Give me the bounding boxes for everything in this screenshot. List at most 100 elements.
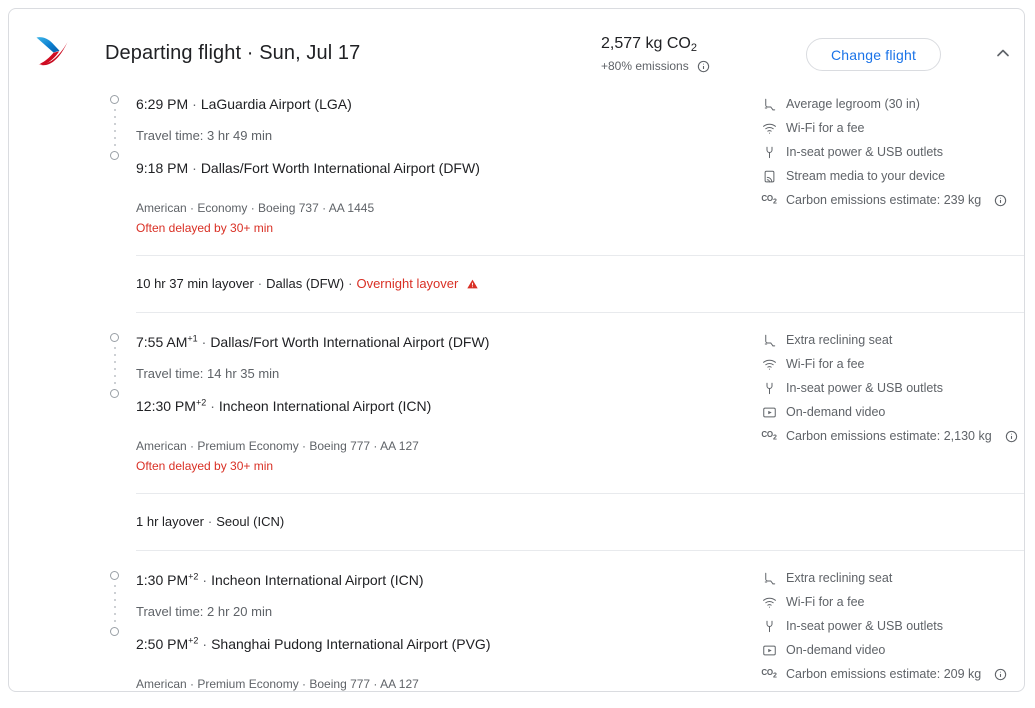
arrival-row: 9:18 PM · Dallas/Fort Worth International … xyxy=(136,158,480,178)
amenity-item: Extra reclining seat xyxy=(761,566,1024,590)
separator: · xyxy=(210,398,215,414)
amenity-item: On-demand video xyxy=(761,400,1024,424)
flight-segment: 6:29 PM · LaGuardia Airport (LGA) Travel ti… xyxy=(9,87,1024,257)
segment-details: 6:29 PM · LaGuardia Airport (LGA) Travel ti… xyxy=(9,87,649,257)
amenity-item: Extra reclining seat xyxy=(761,328,1024,352)
layover-warning: Overnight layover xyxy=(356,276,459,291)
departing-flight-card: Departing flight · Sun, Jul 17 2,577 kg … xyxy=(8,8,1025,692)
arrival-time: 9:18 PM xyxy=(136,160,189,176)
power-outlet-icon xyxy=(761,618,777,634)
amenity-label: Wi-Fi for a fee xyxy=(786,357,865,371)
warning-triangle-icon xyxy=(466,278,479,290)
amenity-item: In-seat power & USB outlets xyxy=(761,140,1024,164)
amenity-item: Stream media to your device xyxy=(761,164,1024,188)
arrival-row: 12:30 PM+2 · Incheon International Airport… xyxy=(136,396,431,416)
amenity-label: On-demand video xyxy=(786,643,886,657)
separator: · xyxy=(192,160,197,176)
timeline-arrival-marker xyxy=(110,151,119,160)
emissions-total-text: 2,577 kg CO xyxy=(601,35,691,52)
amenity-label: Wi-Fi for a fee xyxy=(786,121,865,135)
delay-warning: Often delayed by 30+ min xyxy=(136,221,274,235)
travel-time: Travel time: 3 hr 49 min xyxy=(136,128,273,143)
amenity-label: In-seat power & USB outlets xyxy=(786,381,944,395)
co2-icon: CO2 xyxy=(761,668,777,680)
wifi-icon xyxy=(761,594,777,610)
layover-row: 10 hr 37 min layover · Dallas (DFW) · Overni… xyxy=(9,255,1024,313)
delay-warning: Often delayed by 30+ min xyxy=(136,459,274,473)
layover-divider-top xyxy=(136,255,1024,256)
layover-divider-top xyxy=(136,493,1024,494)
layover-duration: 10 hr 37 min layover xyxy=(136,276,254,291)
amenity-item: Average legroom (30 in) xyxy=(761,92,1024,116)
collapse-toggle-button[interactable] xyxy=(987,39,1019,71)
info-icon[interactable] xyxy=(994,194,1007,207)
layover-airport: Dallas (DFW) xyxy=(266,276,345,291)
day-offset: +2 xyxy=(188,571,199,582)
timeline-connector xyxy=(110,342,119,389)
power-outlet-icon xyxy=(761,144,777,160)
separator: · xyxy=(207,514,213,529)
separator: · xyxy=(201,334,207,350)
day-offset: +1 xyxy=(187,333,198,344)
travel-time: Travel time: 2 hr 20 min xyxy=(136,604,273,619)
info-icon[interactable] xyxy=(994,668,1007,681)
page-title: Departing flight · Sun, Jul 17 xyxy=(105,42,361,64)
amenity-item: On-demand video xyxy=(761,638,1024,662)
amenity-item: CO2 Carbon emissions estimate: 209 kg xyxy=(761,662,1024,686)
amenity-label: In-seat power & USB outlets xyxy=(786,145,944,159)
departure-row: 1:30 PM+2 · Incheon International Airport … xyxy=(136,570,424,590)
segment-amenities: Extra reclining seat Wi-Fi for a fee In-se… xyxy=(761,566,1024,686)
arrival-time: 12:30 PM+2 xyxy=(136,397,207,414)
layover-divider-bottom xyxy=(136,312,1024,313)
arrival-airport: Incheon International Airport (ICN) xyxy=(218,398,432,414)
layover-airport: Seoul (ICN) xyxy=(216,514,285,529)
timeline-connector xyxy=(110,104,119,151)
amenity-label: Carbon emissions estimate: 209 kg xyxy=(786,667,982,681)
flight-meta: American · Premium Economy · Boeing 777 … xyxy=(136,439,419,453)
separator: · xyxy=(192,96,197,112)
arrival-airport: Shanghai Pudong International Airport (P… xyxy=(211,636,491,652)
amenity-item: Wi-Fi for a fee xyxy=(761,116,1024,140)
info-icon[interactable] xyxy=(697,60,710,73)
stream-media-icon xyxy=(761,168,777,184)
flight-meta: American · Premium Economy · Boeing 777 … xyxy=(136,677,419,691)
amenity-label: In-seat power & USB outlets xyxy=(786,619,944,633)
chevron-up-icon xyxy=(993,43,1013,68)
departure-time: 6:29 PM xyxy=(136,96,189,112)
flight-segment: 7:55 AM+1 · Dallas/Fort Worth Internationa… xyxy=(9,325,1024,495)
emissions-summary: 2,577 kg CO2 +80% emissions xyxy=(601,33,801,74)
segment-amenities: Average legroom (30 in) Wi-Fi for a fee In… xyxy=(761,92,1024,212)
wifi-icon xyxy=(761,356,777,372)
american-airlines-logo xyxy=(28,31,74,71)
info-icon[interactable] xyxy=(1005,430,1018,443)
timeline-departure-marker xyxy=(110,571,119,580)
amenity-label: On-demand video xyxy=(786,405,886,419)
amenity-label: Extra reclining seat xyxy=(786,571,893,585)
amenity-label: Carbon emissions estimate: 2,130 kg xyxy=(786,429,992,443)
co2-subscript: 2 xyxy=(690,42,697,54)
amenity-item: Wi-Fi for a fee xyxy=(761,590,1024,614)
timeline-departure-marker xyxy=(110,95,119,104)
segment-timeline xyxy=(110,95,122,160)
change-flight-button[interactable]: Change flight xyxy=(806,38,941,71)
emissions-delta-row: +80% emissions xyxy=(601,58,801,74)
arrival-airport: Dallas/Fort Worth International Airport … xyxy=(200,160,480,176)
departure-row: 7:55 AM+1 · Dallas/Fort Worth Internationa… xyxy=(136,332,489,352)
emissions-delta-text: +80% emissions xyxy=(601,59,689,73)
timeline-departure-marker xyxy=(110,333,119,342)
layover-duration: 1 hr layover xyxy=(136,514,204,529)
departure-row: 6:29 PM · LaGuardia Airport (LGA) xyxy=(136,94,352,114)
segment-details: 1:30 PM+2 · Incheon International Airport … xyxy=(9,563,649,691)
arrival-row: 2:50 PM+2 · Shanghai Pudong International … xyxy=(136,634,490,654)
departure-airport: LaGuardia Airport (LGA) xyxy=(200,96,352,112)
flight-meta: American · Economy · Boeing 737 · AA 144… xyxy=(136,201,375,215)
card-header: Departing flight · Sun, Jul 17 2,577 kg … xyxy=(9,9,1024,77)
segment-amenities: Extra reclining seat Wi-Fi for a fee In-se… xyxy=(761,328,1024,448)
segment-timeline xyxy=(110,571,122,636)
separator: · xyxy=(348,276,353,291)
amenity-label: Extra reclining seat xyxy=(786,333,893,347)
separator: · xyxy=(202,636,208,652)
legroom-icon xyxy=(761,96,777,112)
timeline-arrival-marker xyxy=(110,389,119,398)
